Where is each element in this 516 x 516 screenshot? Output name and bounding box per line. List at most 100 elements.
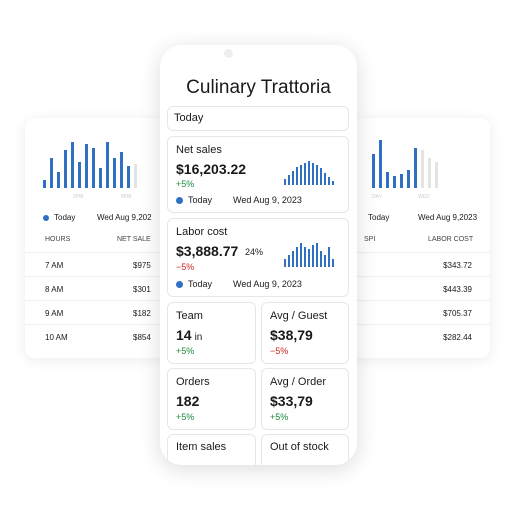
label: Avg / Guest [270, 310, 328, 322]
legend: Today [43, 213, 75, 222]
bar [50, 158, 53, 188]
percent: 24% [245, 247, 264, 257]
bar [320, 251, 322, 267]
bar [332, 259, 334, 267]
value: $16,203.22 [176, 161, 247, 177]
bar [288, 175, 290, 185]
background-card: 3PM 5PM Today Wed Aug 9,202 HOURS NET SA… [25, 118, 165, 358]
bar [292, 251, 294, 267]
bar [92, 148, 95, 188]
tile[interactable]: Out of stock [261, 434, 349, 465]
date: Wed Aug 9, 2023 [233, 279, 302, 289]
net-sales: $182 [133, 309, 151, 318]
bar [332, 181, 334, 185]
axis-label: 3PM [73, 194, 84, 200]
axis-label: 5PM [121, 194, 132, 200]
value-text: 14 [176, 327, 192, 343]
bar [292, 171, 294, 185]
table-row: 9 AM $182 [25, 300, 165, 325]
value: $3,888.77 [176, 243, 239, 259]
bar [428, 158, 431, 188]
bar [320, 168, 322, 185]
hour: 10 AM [45, 333, 68, 342]
labor-cost-card[interactable]: Labor cost $3,888.77 24% −5% Today Wed A… [167, 218, 349, 297]
bar [393, 176, 396, 188]
hour: 8 AM [45, 285, 64, 294]
legend-label: Today [188, 195, 213, 205]
label: Net sales [176, 144, 222, 156]
bar [421, 150, 424, 188]
change: +5% [176, 346, 195, 356]
value: 14 in [176, 327, 202, 343]
bar [64, 150, 67, 188]
table-row: 10 AM $854 [25, 324, 165, 349]
table-row: 8 AM $301 [25, 276, 165, 301]
net-sales-card[interactable]: Net sales $16,203.22 +5% Today Wed Aug 9… [167, 136, 349, 213]
legend-label: Today [188, 279, 213, 289]
filter-label: Today [174, 112, 204, 124]
legend-label: Today [368, 213, 390, 222]
filter[interactable]: Today [167, 106, 349, 131]
bar [386, 172, 389, 188]
axis-label: DAY [372, 194, 382, 200]
bar [324, 255, 326, 267]
phone: Culinary Trattoria Today Net sales $16,2… [160, 45, 357, 465]
bar [316, 165, 318, 185]
tile[interactable]: Team 14 in +5% [167, 302, 256, 364]
bar [57, 172, 60, 188]
bar [106, 142, 109, 188]
value: $33,79 [270, 393, 313, 409]
title: Culinary Trattoria [186, 77, 331, 98]
bar [435, 162, 438, 188]
bar [296, 167, 298, 185]
value: $38,79 [270, 327, 313, 343]
bar [85, 144, 88, 188]
header: LABOR COST [428, 236, 474, 243]
table-row: $443.39 [352, 276, 490, 301]
bar-chart [372, 138, 438, 188]
date: Wed Aug 9, 2023 [233, 195, 302, 205]
legend-label: Today [54, 213, 76, 222]
bar [407, 170, 410, 188]
label: Avg / Order [270, 376, 327, 388]
bar [324, 173, 326, 185]
hour: 7 AM [45, 261, 64, 270]
unit: in [194, 332, 203, 343]
legend: Today [176, 279, 212, 289]
header: SPI [364, 236, 376, 243]
tile[interactable]: Avg / Order $33,79 +5% [261, 368, 349, 430]
header: NET SALE [117, 236, 151, 243]
bar [300, 165, 302, 185]
camera [224, 49, 233, 58]
label: Team [176, 310, 203, 322]
bar [316, 243, 318, 267]
bar [43, 180, 46, 188]
bar [304, 247, 306, 267]
table-row: $343.72 [352, 252, 490, 277]
tile[interactable]: Orders 182 +5% [167, 368, 256, 430]
bar [312, 245, 314, 267]
labor-cost: $282.44 [443, 333, 472, 342]
bar [99, 168, 102, 188]
change: +5% [270, 412, 289, 422]
labor-cost: $705.37 [443, 309, 472, 318]
label: Out of stock [270, 441, 329, 453]
label: Labor cost [176, 226, 228, 238]
bar [127, 166, 130, 188]
net-sales: $975 [133, 261, 151, 270]
bar [304, 163, 306, 185]
bar [296, 247, 298, 267]
date: Wed Aug 9,202 [97, 213, 152, 222]
tile[interactable]: Avg / Guest $38,79 −5% [261, 302, 349, 364]
tile[interactable]: Item sales [167, 434, 256, 465]
sparkline [284, 159, 334, 185]
bar [71, 142, 74, 188]
sparkline [284, 241, 334, 267]
table-row: 7 AM $975 [25, 252, 165, 277]
bar [379, 140, 382, 188]
change: +5% [176, 179, 195, 189]
bar [328, 247, 330, 267]
table-row: $705.37 [352, 300, 490, 325]
bar [113, 158, 116, 188]
